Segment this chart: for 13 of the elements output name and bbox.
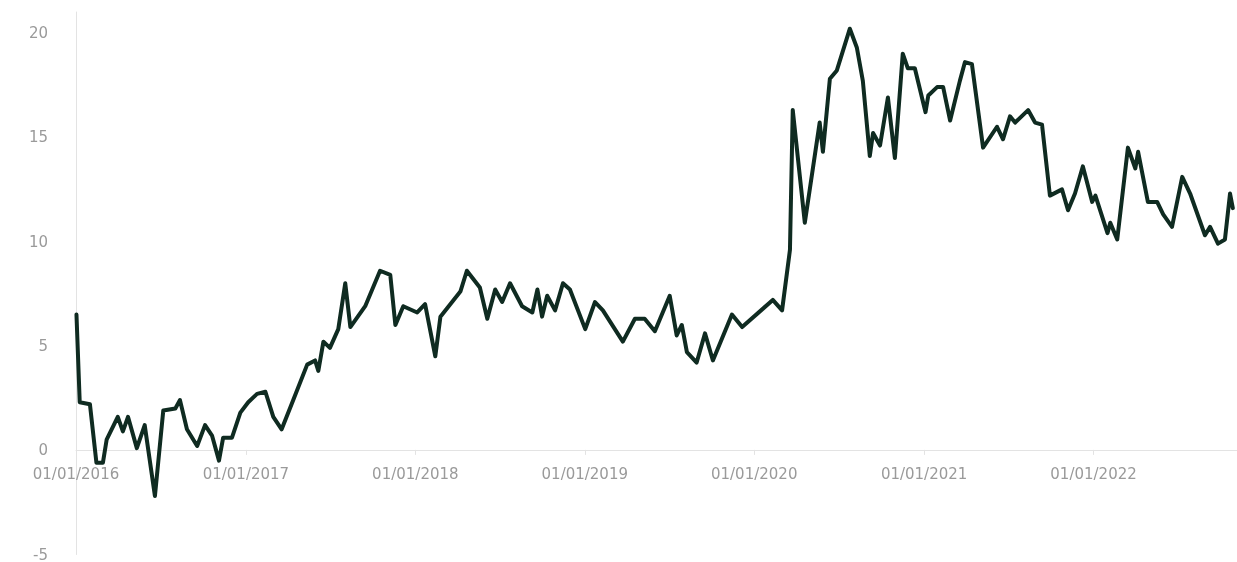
x-tick-label: 01/01/2020	[710, 465, 798, 484]
y-tick-label: 20	[28, 23, 48, 42]
x-tick-label: 01/01/2016	[32, 465, 120, 484]
x-tick-label: 01/01/2022	[1050, 465, 1137, 484]
y-tick-label: 5	[38, 336, 48, 355]
y-tick-label: 0	[38, 441, 48, 460]
y-tick-label: 10	[28, 232, 48, 251]
y-tick-label: -5	[33, 545, 48, 562]
x-tick-label: 01/01/2018	[372, 465, 459, 484]
x-tick-label: 01/01/2021	[880, 465, 968, 484]
x-tick-label: 01/01/2017	[202, 465, 290, 484]
x-tick-label: 01/01/2019	[541, 465, 629, 484]
y-tick-label: 15	[28, 128, 48, 147]
